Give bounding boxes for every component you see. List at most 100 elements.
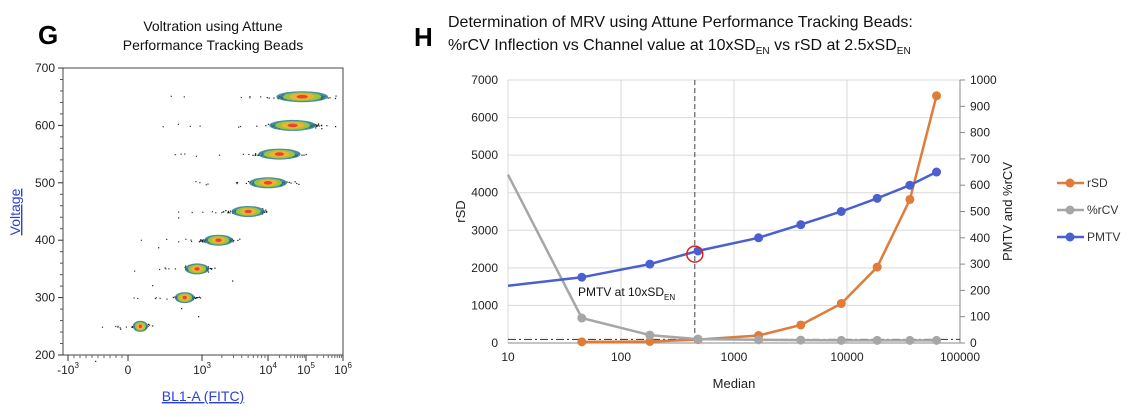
panel-h-series-PMTV-point-4 [754, 233, 764, 243]
panel-g-event-dot [335, 126, 337, 128]
panel-g-x-tick-label-3: 104 [259, 361, 277, 377]
panel-g-event-outlier [184, 153, 186, 155]
panel-g-event-dot [233, 239, 235, 242]
panel-g-plot-frame [62, 67, 344, 356]
panel-h-title-line1: Determination of MRV using Attune Perfor… [448, 14, 913, 31]
panel-g-event-dot [174, 296, 176, 298]
panel-g-x-tick-label-4: 105 [297, 361, 315, 377]
panel-g-x-tick-label-2: 103 [193, 361, 211, 377]
panel-g-event-dot [131, 326, 133, 328]
panel-g-x-tick-base-2: 10 [193, 363, 207, 377]
panel-g-x-axis-label[interactable]: BL1-A (FITC) [162, 388, 244, 404]
panel-h-letter: H [414, 22, 433, 52]
panel-h-series-PMTV-point-1 [577, 272, 587, 282]
panel-g-event-dot [316, 125, 318, 127]
panel-g-event-dot [147, 325, 149, 327]
panel-h-legend: rSD %rCV PMTV [1057, 176, 1120, 244]
panel-g-event-outlier [239, 125, 242, 128]
panel-g-event-dot [201, 240, 203, 242]
panel-g-x-tick-base-1: 0 [125, 363, 132, 377]
panel-h-series-PMTV-point-5 [796, 220, 806, 230]
panel-g-event-outlier [170, 95, 172, 97]
panel-g-event-dot [227, 210, 229, 212]
panel-g-population-4-density-core [244, 209, 252, 214]
panel-g-event-outlier [165, 268, 167, 270]
panel-g-x-tick-base-5: 10 [334, 363, 348, 377]
panel-g-event-outlier [159, 268, 161, 271]
panel-h-y-tick-label-2: 2000 [471, 261, 498, 275]
panel-g-event-dot [149, 324, 151, 326]
panel-g-event-dot [152, 325, 154, 327]
panel-g-stray-dot-8 [185, 265, 187, 267]
panel-g-event-outlier [202, 211, 204, 213]
panel-g-event-dot [257, 154, 259, 156]
panel-h-series-%rCV-line [506, 174, 937, 342]
panel-g-event-outlier [164, 267, 166, 269]
panel-g-event-outlier [134, 270, 136, 272]
panel-g-event-dot [197, 297, 199, 299]
panel-g-event-dot [334, 97, 337, 100]
panel-h-x-tick-label-0: 10 [501, 350, 515, 364]
panel-g-event-dot [201, 239, 204, 241]
panel-h-x-tick-label-3: 10000 [830, 350, 864, 364]
panel-h-y-tick-label-3: 3000 [471, 223, 498, 237]
panel-g-x-tick-exp-3: 4 [272, 361, 277, 370]
panel-g-event-outlier [205, 184, 207, 186]
panel-h-series-rSD-point-4 [796, 320, 806, 330]
panel-g-x-tick-base-3: 10 [259, 363, 273, 377]
panel-h-y2-tick-label-2: 200 [970, 283, 990, 297]
panel-h-y2-tick-label-4: 400 [970, 231, 990, 245]
panel-g-event-outlier [180, 153, 182, 155]
panel-h-y2-tick-label-6: 600 [970, 178, 990, 192]
panel-g-event-outlier [137, 297, 139, 300]
panel-g-y-tick-label-5: 700 [35, 61, 55, 75]
panel-g-stray-dot-1 [120, 328, 122, 330]
panel-g-event-outlier [101, 326, 104, 328]
panel-g-event-outlier [199, 125, 201, 127]
panel-g-event-dot [303, 154, 305, 156]
panel-h-y2-axis-label: PMTV and %rCV [1000, 162, 1015, 261]
panel-g-event-outlier [168, 268, 170, 270]
panel-g-event-dot [265, 209, 267, 211]
panel-g-event-dot [256, 125, 258, 127]
panel-g-event-outlier [174, 154, 176, 156]
panel-g-event-dot [273, 97, 275, 99]
panel-g-event-dot [132, 326, 134, 328]
panel-g-event-outlier [240, 97, 242, 99]
panel-g-event-dot [202, 241, 204, 243]
panel-h-series-PMTV-point-2 [645, 259, 655, 269]
panel-h-legend-label-PMTV: PMTV [1087, 230, 1120, 244]
panel-h-y-tick-label-1: 1000 [471, 298, 498, 312]
panel-g-event-dot [229, 210, 232, 212]
panel-h-intersection-circle [686, 245, 704, 263]
panel-g-event-dot [301, 154, 303, 156]
panel-g-x-tick-label-1: 0 [125, 363, 132, 377]
panel-g-event-dot [172, 296, 174, 299]
panel-g-event-outlier [207, 183, 209, 185]
panel-g-event-outlier [190, 239, 192, 241]
panel-g-event-dot [320, 124, 322, 126]
panel-h-legend-label-%rCV: %rCV [1087, 203, 1118, 217]
panel-g-event-dot [329, 97, 331, 99]
panel-g-event-dot [211, 268, 213, 270]
panel-h-annotation: PMTV at 10xSDEN [578, 285, 675, 302]
panel-g-event-dot [207, 271, 210, 273]
panel-g-event-dot [214, 267, 216, 269]
panel-g-event-dot [318, 123, 320, 125]
panel-g-y-axis-label[interactable]: Voltage [7, 188, 23, 235]
panel-h-series-%rCV-point-4 [754, 335, 764, 345]
panel-g-event-dot [290, 182, 292, 184]
panel-g-event-dot [229, 212, 231, 214]
panel-h-series-%rCV-point-1 [577, 313, 587, 323]
panel-g-event-outlier [260, 96, 262, 98]
panel-h-series-PMTV-point-8 [905, 180, 915, 190]
panel-g-x-tick-exp-5: 6 [347, 361, 352, 370]
panel-h-y-tick-label-5: 5000 [471, 148, 498, 162]
panel-h-series-rSD-point-5 [836, 299, 846, 309]
panel-g-event-dot [267, 123, 269, 125]
panel-g-y-tick-label-0: 200 [35, 348, 55, 362]
panel-g-x-tick-label-5: 106 [334, 361, 352, 377]
